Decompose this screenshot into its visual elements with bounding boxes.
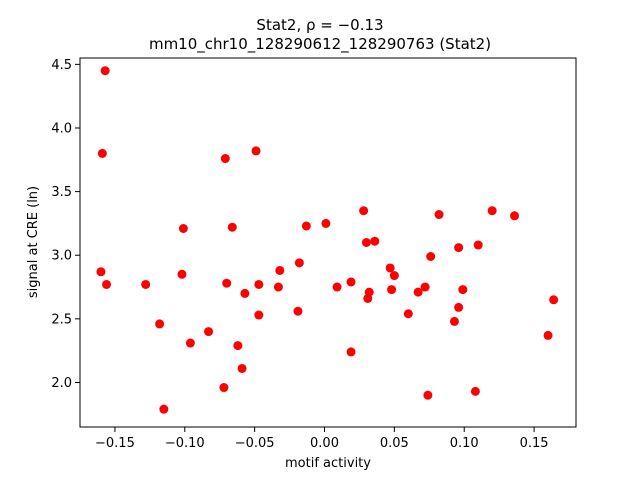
data-point-20 [254,310,264,320]
data-point-16 [237,363,247,373]
data-point-46 [454,302,464,312]
y-tick-label-4: 4.0 [51,121,72,136]
data-point-17 [240,288,250,298]
data-point-31 [361,238,371,247]
data-point-11 [220,154,230,164]
data-point-38 [403,309,413,319]
ticks-layer: −0.15 −0.10 −0.05 0.00 0.05 0.10 0.15 2.0 2.5 3.0… [51,58,548,451]
data-point-23 [294,258,304,268]
data-point-40 [420,282,430,292]
plot-frame [79,57,577,428]
data-point-29 [346,347,356,357]
data-point-24 [293,306,303,316]
data-point-42 [423,390,433,400]
x-tick-label-4: 0.05 [380,436,409,451]
data-point-4 [141,279,151,289]
data-point-19 [254,279,264,289]
data-point-27 [332,282,342,292]
y-tick-label-1: 2.5 [51,312,72,327]
data-point-6 [159,404,169,414]
data-point-5 [155,319,165,329]
data-point-37 [387,285,397,295]
data-point-10 [204,327,214,337]
chart-title-line-2: mm10_chr10_128290612_128290763 (Stat2) [149,35,491,54]
data-point-25 [301,221,311,231]
y-axis-label: signal at CRE (ln) [26,186,41,298]
data-point-18 [251,146,261,156]
data-point-35 [385,263,395,273]
data-point-3 [102,279,112,289]
chart-title-line-1: Stat2, ρ = −0.13 [256,16,383,34]
data-point-47 [458,285,468,295]
x-tick-label-3: 0.00 [310,436,339,451]
data-point-34 [370,236,380,246]
data-point-14 [227,222,237,232]
data-point-26 [321,218,331,228]
x-tick-label-2: −0.05 [235,436,275,451]
data-point-22 [273,282,283,292]
x-tick-label-1: −0.10 [165,436,205,451]
data-point-33 [363,293,373,303]
data-point-53 [549,295,559,305]
data-point-39 [413,287,423,297]
data-point-8 [177,269,187,279]
data-point-7 [178,224,188,234]
data-point-2 [96,267,106,277]
data-point-1 [97,148,107,158]
x-tick-label-6: 0.15 [520,436,549,451]
y-tick-label-2: 3.0 [51,249,72,264]
data-point-30 [359,206,369,216]
x-axis-label: motif activity [285,456,371,471]
data-point-12 [222,278,232,288]
data-point-13 [219,383,229,393]
data-point-50 [487,206,497,216]
y-tick-label-3: 3.5 [51,185,72,200]
data-point-0 [100,66,110,76]
y-tick-label-0: 2.0 [51,376,72,391]
points-layer [96,66,559,414]
data-point-15 [233,341,243,351]
data-point-9 [185,338,195,348]
data-point-43 [434,210,444,220]
x-tick-label-0: −0.15 [95,436,135,451]
data-point-44 [449,316,459,326]
x-tick-label-5: 0.10 [450,436,479,451]
data-point-52 [543,330,553,340]
data-point-45 [454,243,464,253]
data-point-36 [389,271,399,281]
data-point-41 [426,251,436,261]
data-point-48 [470,386,480,396]
data-point-49 [473,240,483,250]
data-point-21 [275,265,285,275]
y-tick-label-5: 4.5 [51,58,72,73]
data-point-28 [346,277,356,287]
data-point-51 [510,211,520,221]
